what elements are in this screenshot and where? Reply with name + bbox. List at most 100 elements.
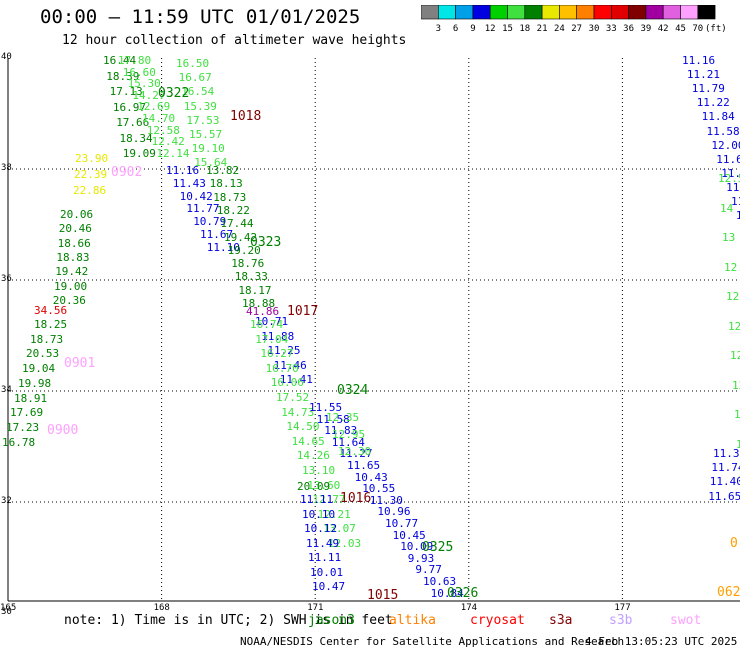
wave-height-value: 15.64 [194,156,228,170]
wave-height-value: 14.26 [296,449,330,463]
wave-height-value: 19.42 [55,265,89,279]
wave-height-value: 11.41 [279,373,313,387]
wave-height-value: 20.53 [26,347,60,361]
wave-height-value: 10.09 [400,540,434,554]
colorbar-tick-label: 3 [436,24,441,34]
wave-height-value: 16.27 [260,347,294,361]
wave-height-value: 19.04 [22,362,56,376]
pass-time-label: 0 [730,536,738,551]
wave-height-value: 10.43 [354,470,388,484]
wave-height-value: 16.74 [250,318,284,331]
wave-height-value: 19.09 [122,147,156,160]
pass-time-label: 1016 [340,491,372,506]
wave-height-value: 17.80 [118,54,152,67]
wave-height-value: 10.96 [377,505,411,519]
pass-time-label: 0323 [250,235,282,250]
satellite-legend-swot: swot [670,613,702,628]
longitude-label: 168 [153,603,170,613]
wave-height-value: 12.00 [711,138,740,152]
wave-height-value: 11.11 [308,551,342,564]
wave-height-value: 10.01 [310,565,344,579]
wave-height-value: 12.95 [332,428,366,441]
longitude-label: 165 [0,603,17,613]
wave-height-value: 17.04 [255,332,289,346]
wave-height-value: 14 [720,201,734,215]
wave-height-value: 18.83 [56,250,90,264]
wave-height-value: 12.29 [734,408,740,421]
wave-height-value: 11.7 [726,180,740,194]
wave-height-value: 12.30 [338,445,372,458]
longitude-label: 171 [307,603,324,613]
wave-height-value: 14.65 [291,434,325,448]
wave-height-value: 17.66 [116,116,150,129]
wave-height-value: 11.74 [711,461,740,475]
pass-time-label: 0900 [47,423,79,438]
wave-height-value: 20.46 [58,222,92,236]
wave-height-value: 16.54 [181,85,215,99]
latitude-label: 34 [1,385,12,395]
wave-height-value: 18.66 [57,236,91,250]
latitude-label: 38 [1,163,12,173]
wave-height-value: 18.88 [242,297,276,310]
wave-height-value: 11.58 [706,124,740,138]
wave-height-value: 12. [724,260,740,274]
wave-height-value: 16.44 [103,54,137,67]
wave-height-value: 11.46 [273,358,307,372]
wave-height-value: 18.73 [30,332,64,346]
wave-height-value: 14.50 [286,420,320,434]
pass-time-label: 1015 [367,588,399,603]
footer-note: note: 1) Time is in UTC; 2) SWH is in fe… [64,613,393,628]
pass-time-label: 0326 [447,586,479,601]
colorbar-tick-label: 42 [658,24,669,34]
colorbar-tick-label: 70 [692,24,703,34]
wave-height-value: 12.92 [736,437,740,451]
pass-time-label: 0322 [158,86,190,101]
wave-height-value: 23.90 [75,152,109,165]
colorbar-tick-label: 30 [589,24,600,34]
wave-height-value: 34.56 [34,304,68,317]
satellite-legend-cryosat: cryosat [470,613,525,628]
wave-height-value: 41.86 [246,305,280,318]
wave-height-value: 11.16 [166,164,200,177]
satellite-legend-altika: altika [389,613,436,628]
satellite-legend-s3b: s3b [609,613,633,628]
wave-height-value: 11.30 [369,493,403,507]
latitude-label: 36 [1,274,12,284]
colorbar-tick-label: 15 [502,24,513,34]
wave-height-value: 10.63 [423,575,457,588]
pass-time-label: 0325 [422,540,454,555]
wave-height-value: 10.77 [385,517,419,530]
longitude-label: 174 [460,603,478,613]
wave-height-value: 11.77 [186,202,220,216]
wave-height-value: 11.22 [696,96,730,110]
credit-line: NOAA/NESDIS Center for Satellite Applica… [240,635,625,648]
wave-height-value: 11.64 [331,435,365,449]
wave-height-value: 17.52 [276,391,310,404]
wave-height-value: 18.17 [238,283,272,297]
pass-time-label: 0901 [64,356,96,371]
colorbar-tick-label: 6 [453,24,458,34]
colorbar-tick-label: 36 [623,24,634,34]
wave-height-value: 16.06 [270,376,304,390]
wave-height-value: 19.20 [227,243,261,257]
color-scale-legend: 3 6 9 12 15 18 21 24 27 30 33 36 39 42 45 70 (ft) [421,5,727,34]
wave-height-value: 13.60 [307,478,341,492]
pass-time-label: 062 [717,585,740,600]
wave-height-value: 16.70 [265,361,299,375]
wave-height-value: 10.45 [392,528,426,542]
wave-height-value: 11.49 [306,536,340,550]
satellite-legend-s3a: s3a [549,613,573,628]
wave-height-value: 19.42 [224,230,258,244]
wave-height-value: 11.40 [709,475,740,489]
wave-height-value: 22.86 [73,184,107,197]
colorbar-tick-label: 24 [554,24,565,34]
wave-height-value: 11.11 [300,493,334,506]
wave-height-value: 9.77 [415,563,442,577]
wave-height-value: 13.82 [206,164,240,177]
wave-height-value: 13.10 [302,464,336,477]
pass-time-label: 0324 [337,383,369,398]
colorbar-tick-label: 27 [571,24,582,34]
wave-height-value: 17.53 [186,113,220,127]
colorbar-tick-label: 39 [640,24,651,34]
wave-height-value: 11.65 [708,489,740,503]
